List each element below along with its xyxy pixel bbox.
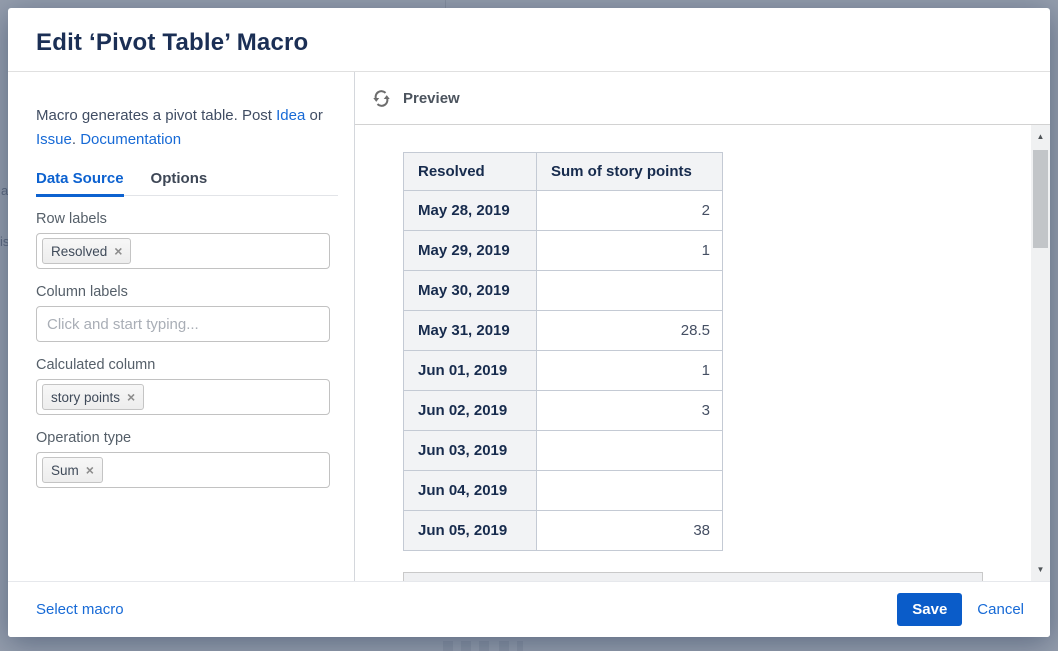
date-cell: Jun 04, 2019: [403, 470, 537, 511]
backdrop-page-block: [517, 641, 523, 651]
column-header: Resolved: [403, 152, 537, 191]
backdrop-page-text: is: [0, 234, 10, 249]
operation-type-input[interactable]: Sum ×: [36, 452, 330, 488]
description-text: Macro generates a pivot table. Post: [36, 107, 277, 124]
chip-label: Resolved: [51, 243, 108, 259]
chip-label: story points: [51, 389, 121, 405]
date-cell: Jun 02, 2019: [403, 390, 537, 431]
dialog-title: Edit ‘Pivot Table’ Macro: [36, 28, 309, 56]
documentation-link[interactable]: Documentation: [80, 131, 182, 148]
date-cell: Jun 01, 2019: [403, 350, 537, 391]
pivot-preview-table: Resolved Sum of story points May 28, 201…: [403, 152, 723, 551]
cancel-link[interactable]: Cancel: [977, 601, 1024, 618]
remove-chip-icon[interactable]: ×: [127, 389, 136, 405]
value-cell: 2: [536, 190, 723, 231]
next-table-partial: [403, 572, 983, 581]
dialog-header: Edit ‘Pivot Table’ Macro: [8, 8, 1050, 72]
refresh-icon[interactable]: [371, 88, 392, 109]
column-header: Sum of story points: [536, 152, 723, 191]
save-button[interactable]: Save: [897, 593, 963, 626]
scroll-down-icon[interactable]: ▼: [1036, 565, 1045, 574]
calculated-column-field: Calculated column story points ×: [36, 357, 330, 415]
backdrop-page-block: [499, 641, 509, 651]
table-header-row: Resolved Sum of story points: [403, 152, 723, 191]
backdrop-page-block: [479, 641, 489, 651]
value-cell: 1: [536, 350, 723, 391]
backdrop-page-block: [443, 641, 453, 651]
date-cell: Jun 05, 2019: [403, 510, 537, 551]
table-row: May 29, 2019 1: [403, 230, 723, 271]
remove-chip-icon[interactable]: ×: [114, 243, 123, 259]
row-labels-field: Row labels Resolved ×: [36, 211, 330, 269]
column-labels-label: Column labels: [36, 284, 128, 300]
preview-scrollbar[interactable]: ▲ ▼: [1031, 125, 1050, 581]
date-cell: May 28, 2019: [403, 190, 537, 231]
table-row: Jun 04, 2019: [403, 470, 723, 511]
row-labels-label: Row labels: [36, 211, 107, 227]
edit-macro-dialog: Edit ‘Pivot Table’ Macro Macro generates…: [8, 8, 1050, 637]
remove-chip-icon[interactable]: ×: [85, 462, 94, 478]
date-cell: Jun 03, 2019: [403, 430, 537, 471]
backdrop-page-text: a: [1, 183, 9, 198]
tab-options[interactable]: Options: [150, 170, 208, 187]
column-labels-input[interactable]: [36, 306, 330, 342]
preview-panel: Preview Resolved Sum of story points May…: [355, 72, 1050, 581]
operation-type-chip: Sum ×: [42, 457, 103, 483]
value-cell: [536, 470, 723, 511]
value-cell: 28.5: [536, 310, 723, 351]
calculated-column-input[interactable]: story points ×: [36, 379, 330, 415]
table-row: Jun 03, 2019: [403, 430, 723, 471]
value-cell: [536, 270, 723, 311]
value-cell: 1: [536, 230, 723, 271]
value-cell: 3: [536, 390, 723, 431]
tab-data-source[interactable]: Data Source: [36, 170, 124, 197]
backdrop-page-block: [461, 641, 471, 651]
select-macro-link[interactable]: Select macro: [36, 601, 124, 618]
description-text: .: [71, 131, 81, 148]
operation-type-label: Operation type: [36, 430, 132, 446]
value-cell: 38: [536, 510, 723, 551]
macro-description: Macro generates a pivot table. Post Idea…: [36, 104, 338, 152]
column-labels-field: Column labels: [36, 284, 330, 342]
table-row: Jun 01, 2019 1: [403, 350, 723, 391]
value-cell: [536, 430, 723, 471]
date-cell: May 30, 2019: [403, 270, 537, 311]
settings-tabs: Data Source Options: [36, 170, 338, 197]
table-row: Jun 02, 2019 3: [403, 390, 723, 431]
issue-link[interactable]: Issue: [36, 131, 72, 148]
scroll-up-icon[interactable]: ▲: [1036, 132, 1045, 141]
operation-type-field: Operation type Sum ×: [36, 430, 330, 488]
idea-link[interactable]: Idea: [276, 107, 306, 124]
preview-header: Preview: [355, 72, 1050, 125]
table-row: May 31, 2019 28.5: [403, 310, 723, 351]
backdrop-page-line: [445, 0, 446, 8]
scrollbar-thumb[interactable]: [1033, 150, 1048, 248]
table-row: May 30, 2019: [403, 270, 723, 311]
preview-title: Preview: [403, 89, 460, 107]
date-cell: May 31, 2019: [403, 310, 537, 351]
preview-content: Resolved Sum of story points May 28, 201…: [355, 125, 1050, 581]
row-labels-input[interactable]: Resolved ×: [36, 233, 330, 269]
dialog-footer: Select macro Save Cancel: [8, 581, 1050, 637]
row-labels-chip: Resolved ×: [42, 238, 132, 264]
calculated-column-chip: story points ×: [42, 384, 145, 410]
macro-settings-panel: Macro generates a pivot table. Post Idea…: [8, 72, 355, 581]
date-cell: May 29, 2019: [403, 230, 537, 271]
chip-label: Sum: [51, 462, 79, 478]
description-text: or: [305, 107, 323, 124]
table-row: Jun 05, 2019 38: [403, 510, 723, 551]
table-row: May 28, 2019 2: [403, 190, 723, 231]
calculated-column-label: Calculated column: [36, 357, 156, 373]
